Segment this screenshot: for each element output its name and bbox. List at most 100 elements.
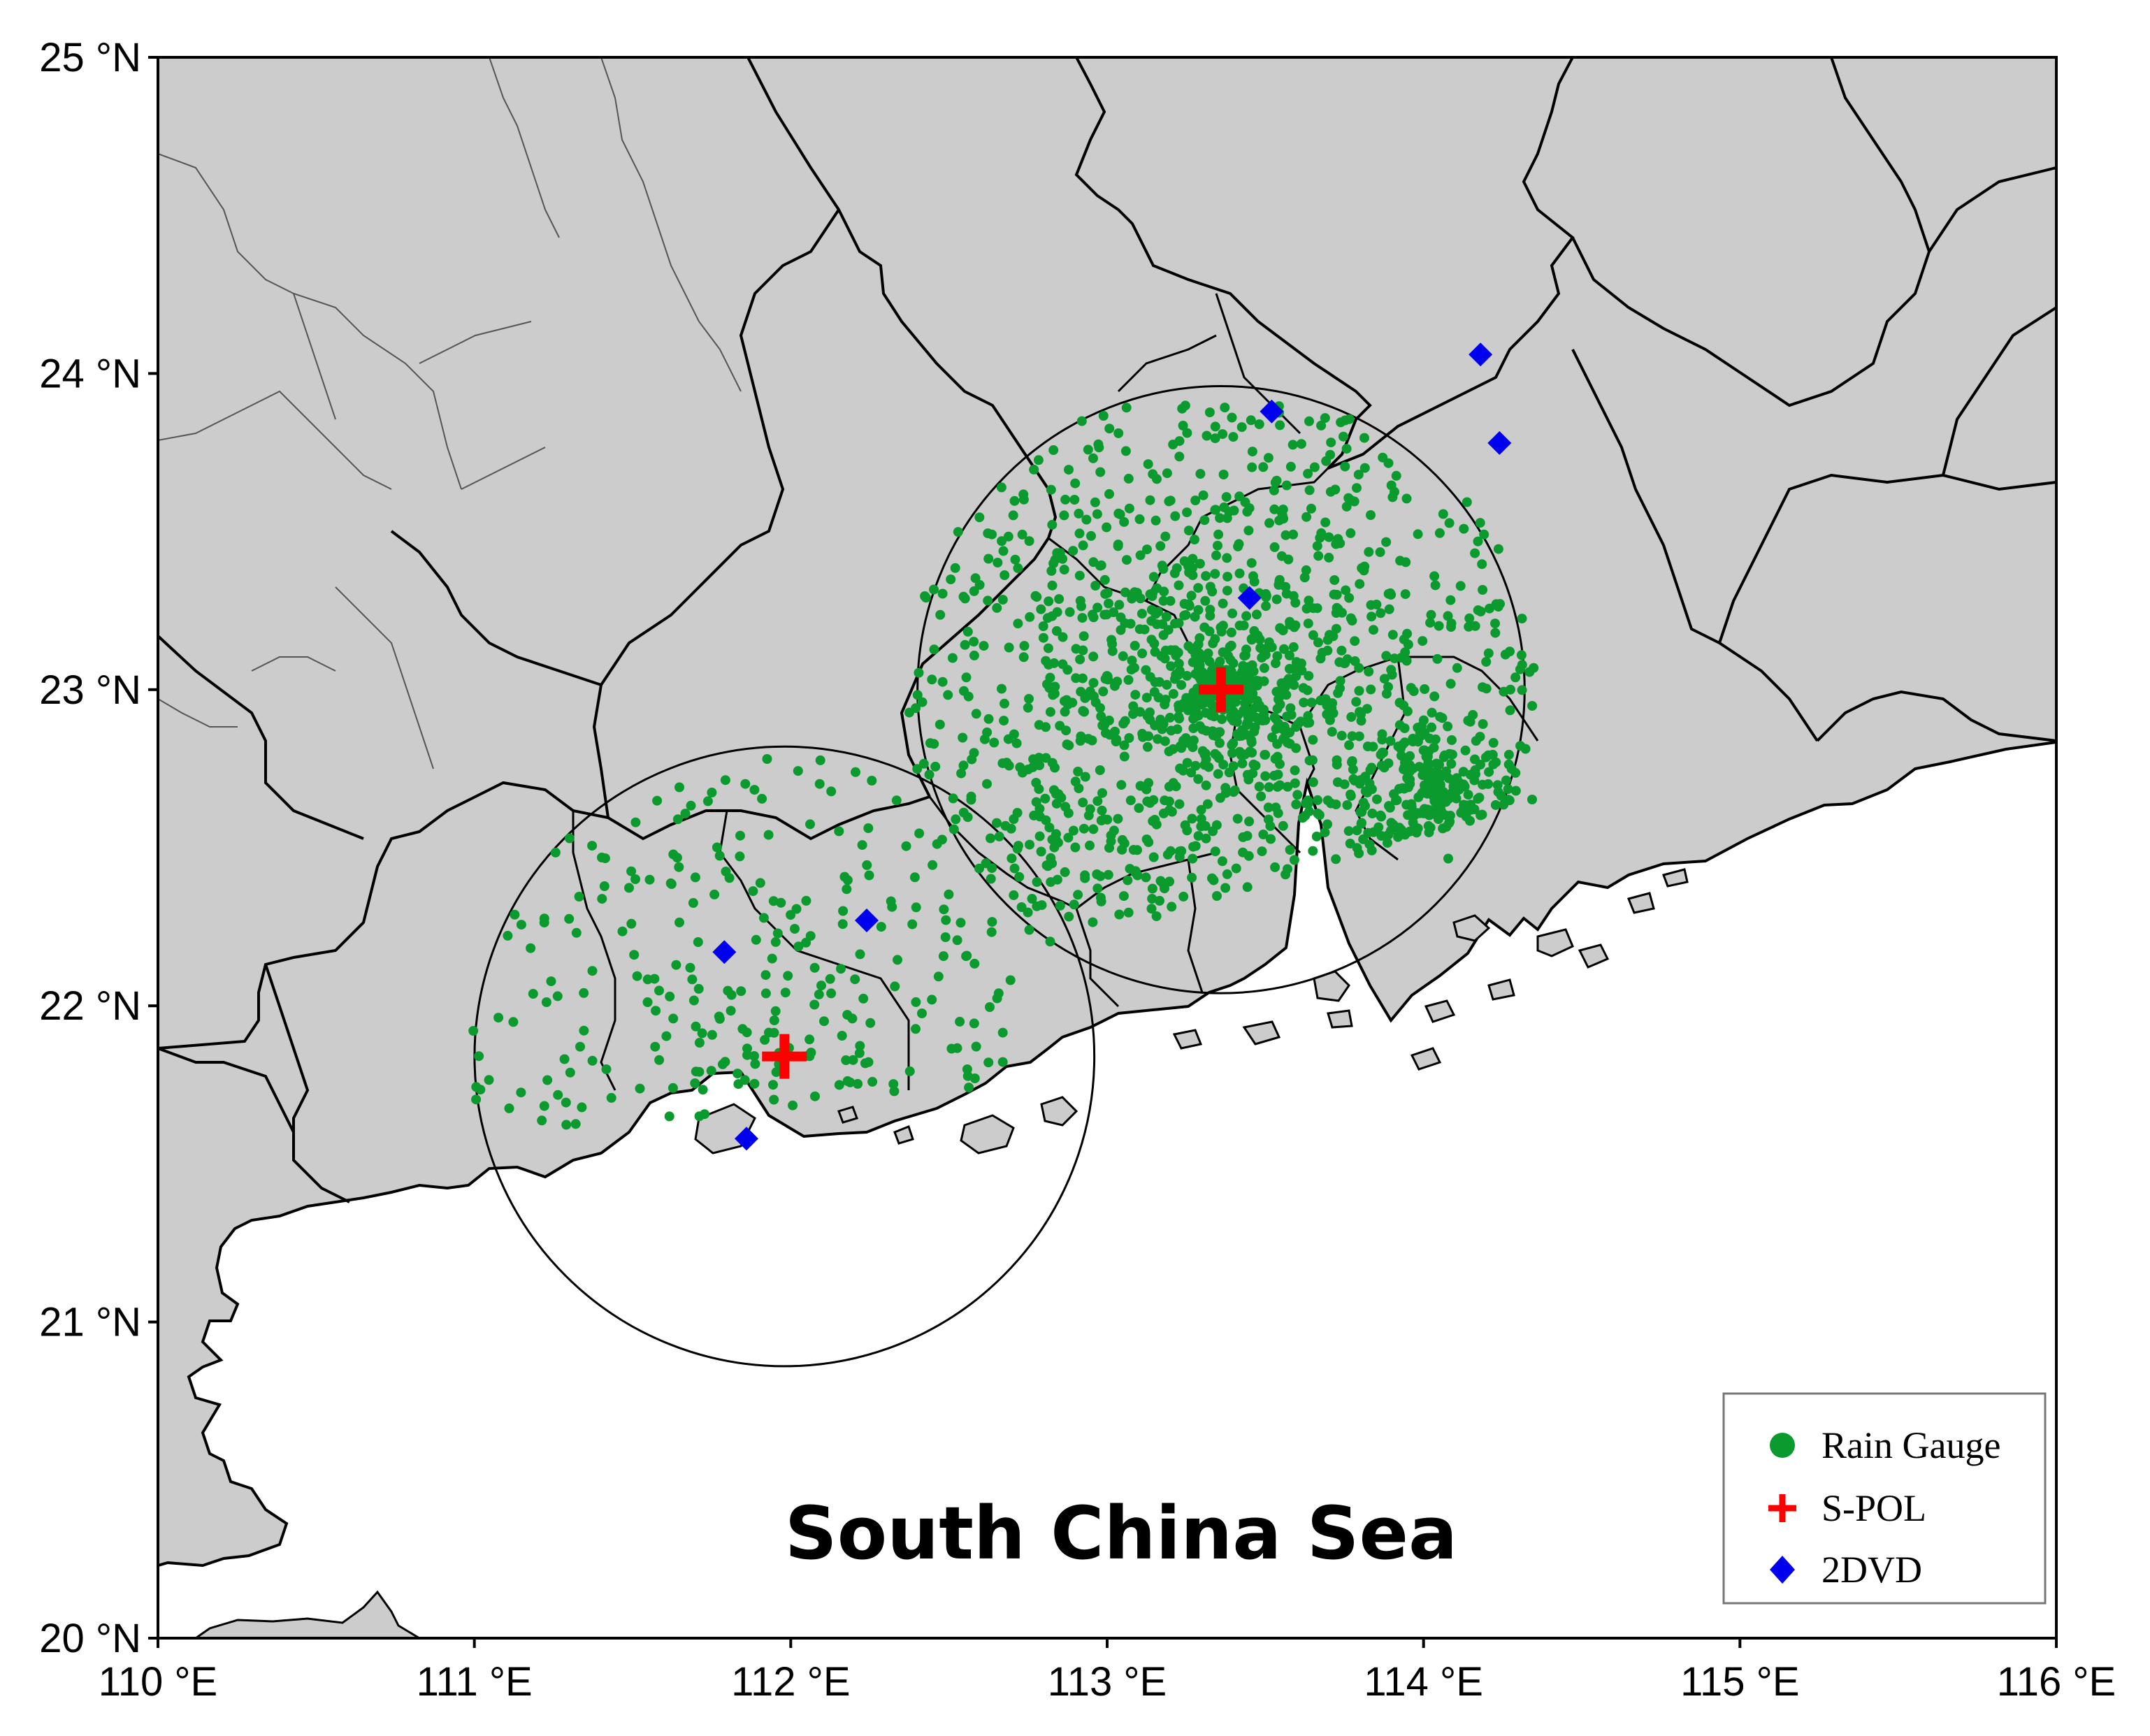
rain-gauge-point bbox=[1092, 509, 1102, 519]
rain-gauge-point bbox=[929, 644, 939, 655]
rain-gauge-point bbox=[1045, 672, 1055, 683]
rain-gauge-point bbox=[1178, 891, 1189, 902]
rain-gauge-point bbox=[992, 602, 1002, 613]
rain-gauge-point bbox=[1501, 775, 1511, 786]
rain-gauge-point bbox=[1046, 565, 1057, 576]
rain-gauge-point bbox=[1092, 869, 1102, 879]
rain-gauge-point bbox=[1088, 824, 1099, 834]
2dvd-marker bbox=[854, 909, 879, 933]
rain-gauge-point bbox=[1196, 813, 1206, 824]
rain-gauge-point bbox=[1124, 503, 1134, 514]
rain-gauge-point bbox=[1074, 570, 1085, 581]
rain-gauge-point bbox=[762, 754, 772, 764]
rain-gauge-point bbox=[1150, 515, 1161, 526]
rain-gauge-point bbox=[955, 918, 966, 928]
rain-gauge-point bbox=[1296, 439, 1306, 449]
rain-gauge-point bbox=[805, 931, 816, 941]
rain-gauge-point bbox=[987, 917, 997, 927]
rain-gauge-point bbox=[854, 1048, 865, 1058]
lat-tick-label: 22 °N bbox=[39, 983, 141, 1029]
rain-gauge-point bbox=[929, 739, 939, 749]
rain-gauge-point bbox=[1400, 647, 1411, 658]
rain-gauge-point bbox=[1229, 785, 1240, 795]
rain-gauge-point bbox=[601, 1064, 612, 1074]
rain-gauge-point bbox=[855, 1041, 865, 1051]
rain-gauge-point bbox=[671, 960, 681, 970]
rain-gauge-point bbox=[1098, 686, 1109, 697]
rain-gauge-point bbox=[1134, 514, 1145, 524]
rain-gauge-point bbox=[1078, 706, 1088, 716]
rain-gauge-point bbox=[927, 674, 937, 685]
rain-gauge-point bbox=[706, 1066, 716, 1076]
rain-gauge-point bbox=[1078, 631, 1089, 642]
rain-gauge-point bbox=[985, 1002, 995, 1012]
rain-gauge-point bbox=[1196, 653, 1206, 663]
rain-gauge-point bbox=[855, 949, 865, 960]
rain-gauge-point bbox=[599, 881, 609, 891]
rain-gauge-point bbox=[763, 830, 774, 840]
rain-gauge-point bbox=[1316, 528, 1327, 538]
rain-gauge-point bbox=[1460, 745, 1471, 755]
rain-gauge-point bbox=[1146, 635, 1157, 645]
rain-gauge-point bbox=[907, 919, 918, 930]
rain-gauge-point bbox=[1524, 667, 1535, 677]
rain-gauge-point bbox=[1170, 511, 1181, 521]
rain-gauge-point bbox=[1011, 738, 1022, 748]
rain-gauge-point bbox=[964, 1083, 974, 1093]
rain-gauge-point bbox=[1162, 679, 1172, 690]
rain-gauge-point bbox=[974, 579, 985, 590]
rain-gauge-point bbox=[1285, 461, 1296, 472]
rain-gauge-point bbox=[1047, 519, 1058, 530]
rain-gauge-point bbox=[550, 847, 561, 858]
rain-gauge-point bbox=[539, 918, 549, 928]
rain-gauge-point bbox=[1438, 823, 1448, 834]
rain-gauge-point bbox=[690, 1078, 700, 1088]
rain-gauge-point bbox=[1446, 758, 1457, 769]
rain-gauge-point bbox=[1324, 532, 1334, 542]
rain-gauge-point bbox=[664, 1111, 674, 1122]
rain-gauge-point bbox=[1176, 743, 1187, 753]
rain-gauge-point bbox=[1092, 796, 1103, 806]
rain-gauge-point bbox=[1260, 771, 1271, 781]
rain-gauge-point bbox=[1174, 714, 1185, 724]
rain-gauge-point bbox=[1143, 837, 1154, 848]
rain-gauge-point bbox=[654, 985, 664, 996]
rain-gauge-point bbox=[960, 639, 970, 650]
rain-gauge-point bbox=[1335, 676, 1345, 686]
rain-gauge-point bbox=[921, 593, 931, 603]
rain-gauge-point bbox=[474, 1051, 484, 1062]
rain-gauge-point bbox=[1473, 605, 1483, 616]
rain-gauge-point bbox=[1047, 858, 1058, 869]
rain-gauge-point bbox=[1060, 696, 1069, 707]
rain-gauge-point bbox=[1118, 718, 1129, 729]
2dvd-marker bbox=[1487, 431, 1512, 455]
rain-gauge-point bbox=[1311, 831, 1322, 841]
rain-gauge-point bbox=[801, 895, 811, 906]
rain-gauge-point bbox=[1278, 625, 1288, 636]
rain-gauge-point bbox=[1193, 774, 1204, 784]
rain-gauge-point bbox=[969, 650, 979, 660]
rain-gauge-point bbox=[1520, 744, 1531, 754]
rain-gauge-point bbox=[702, 796, 713, 806]
rain-gauge-point bbox=[986, 927, 997, 937]
rain-gauge-point bbox=[996, 482, 1007, 493]
rain-gauge-point bbox=[1063, 808, 1074, 818]
rain-gauge-point bbox=[1227, 740, 1237, 750]
rain-gauge-point bbox=[1154, 677, 1164, 687]
rain-gauge-point bbox=[1270, 862, 1280, 872]
rain-gauge-point bbox=[1147, 883, 1157, 894]
rain-gauge-point bbox=[1113, 540, 1123, 550]
rain-gauge-point bbox=[697, 1028, 707, 1039]
rain-gauge-point bbox=[1381, 651, 1392, 661]
rain-gauge-point bbox=[1259, 663, 1269, 673]
rain-gauge-point bbox=[912, 690, 923, 700]
rain-gauge-point bbox=[1301, 512, 1312, 522]
rain-gauge-point bbox=[1400, 589, 1411, 600]
rain-gauge-point bbox=[1280, 581, 1291, 592]
rain-gauge-point bbox=[1243, 851, 1254, 861]
rain-gauge-point bbox=[1429, 571, 1440, 581]
rain-gauge-point bbox=[1478, 779, 1488, 790]
rain-gauge-point bbox=[1060, 707, 1070, 717]
rain-gauge-point bbox=[1127, 656, 1137, 666]
rain-gauge-point bbox=[1180, 400, 1190, 411]
